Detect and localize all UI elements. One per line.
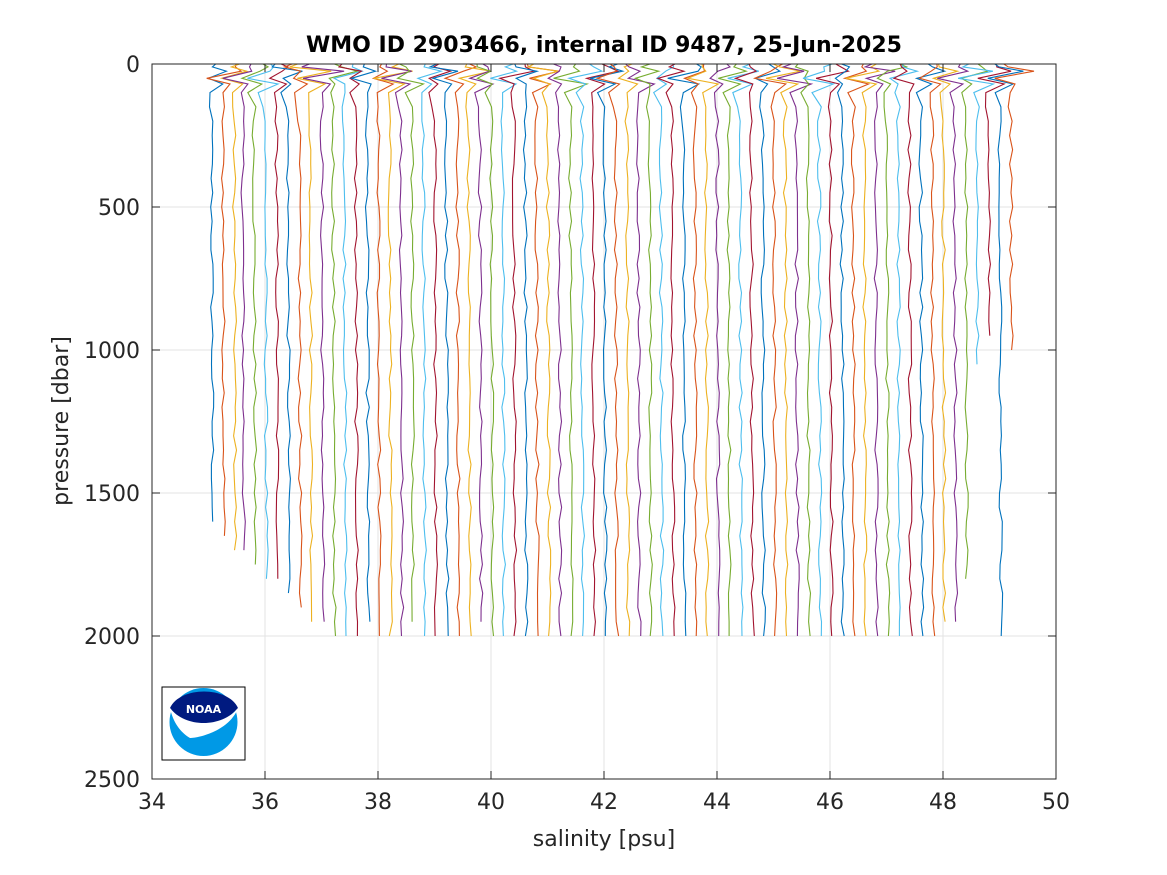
profile-line [727, 63, 759, 637]
chart-title: WMO ID 2903466, internal ID 9487, 25-Jun… [306, 33, 902, 58]
y-tick-label: 2000 [84, 625, 140, 650]
y-tick-labels: 0 500 1000 1500 2000 2500 [84, 53, 140, 793]
y-tick-label: 1000 [84, 339, 140, 364]
profile-line [373, 63, 413, 637]
profile-line [815, 63, 850, 637]
y-tick-label: 0 [126, 53, 140, 78]
profile-line [206, 63, 243, 536]
x-tick-label: 38 [364, 790, 392, 815]
svg-text:NOAA: NOAA [186, 703, 222, 716]
profile-line [328, 63, 360, 637]
x-tick-label: 42 [590, 790, 618, 815]
y-axis-label: pressure [dbar] [49, 336, 74, 506]
profile-line [553, 63, 590, 637]
profile-line [994, 63, 1035, 351]
x-tick-label: 40 [477, 790, 505, 815]
profile-line [977, 63, 1012, 336]
x-tick-label: 34 [138, 790, 166, 815]
x-axis-label: salinity [psu] [533, 827, 675, 852]
x-tick-label: 46 [816, 790, 844, 815]
profile-line [427, 63, 453, 637]
profile-line [584, 63, 620, 637]
profile-line [682, 63, 706, 637]
profile-line [526, 63, 560, 637]
profile-line [301, 63, 345, 622]
profile-line [428, 63, 459, 637]
profile-line [371, 63, 395, 637]
profile-line [888, 63, 920, 636]
profile-line [959, 63, 989, 579]
profile-line [733, 63, 758, 637]
profile-line [498, 63, 536, 637]
profile-lines [206, 63, 1035, 637]
y-tick-label: 1500 [84, 482, 140, 507]
profile-line [526, 63, 559, 637]
profile-line [457, 63, 492, 637]
profile-line [794, 63, 812, 637]
profile-line [271, 63, 303, 594]
y-tick-label: 500 [98, 196, 140, 221]
profile-line [765, 63, 801, 637]
profile-line [625, 63, 656, 637]
profile-line [752, 63, 788, 637]
profile-line [931, 63, 960, 622]
profile-line [514, 63, 540, 637]
profile-line [566, 63, 604, 637]
profile-line [590, 63, 625, 637]
profile-line [633, 63, 661, 637]
profile-line [656, 63, 686, 637]
profile-line [247, 63, 280, 579]
profile-line [802, 63, 836, 637]
profile-line [547, 63, 563, 637]
profile-line [349, 63, 378, 622]
profile-line [222, 63, 253, 551]
profile-line [863, 63, 896, 637]
profile-line [957, 63, 996, 365]
profile-line [396, 63, 426, 622]
profile-line [476, 63, 495, 637]
profile-line [918, 63, 942, 637]
profile-line [595, 63, 621, 637]
profile-line [337, 63, 363, 637]
profile-line [845, 63, 881, 637]
profile-line [686, 63, 720, 637]
x-tick-label: 48 [929, 790, 957, 815]
profile-line [892, 63, 915, 637]
profile-line [268, 63, 289, 579]
x-tick-label: 44 [703, 790, 731, 815]
profile-line [219, 63, 249, 551]
profile-line [490, 63, 519, 637]
profile-line [834, 63, 851, 637]
profile-line [718, 63, 748, 636]
profile-line [282, 63, 309, 608]
profile-line [876, 63, 909, 637]
noaa-logo-icon: NOAA [161, 686, 246, 761]
profile-line [667, 63, 702, 637]
profile-line [776, 63, 814, 637]
profile-line [381, 63, 412, 637]
profile-line [332, 63, 364, 637]
profile-line [289, 63, 332, 622]
profile-line [937, 63, 970, 622]
profile-line [443, 63, 478, 637]
profile-line [240, 63, 270, 565]
profile-line [416, 63, 444, 637]
profile-line [468, 63, 495, 622]
profile-line [652, 63, 675, 637]
profile-line [206, 63, 229, 522]
profile-line [753, 63, 782, 637]
axis-ticks [151, 63, 1057, 780]
x-tick-label: 50 [1042, 790, 1070, 815]
profile-line [709, 63, 732, 637]
x-tick-label: 36 [251, 790, 279, 815]
y-tick-label: 2500 [84, 768, 140, 793]
x-tick-labels: 34 36 38 40 42 44 46 48 50 [138, 790, 1070, 815]
profile-line [987, 63, 1024, 637]
profile-line [842, 63, 871, 637]
profile-line [914, 63, 947, 637]
profile-line [617, 63, 639, 637]
